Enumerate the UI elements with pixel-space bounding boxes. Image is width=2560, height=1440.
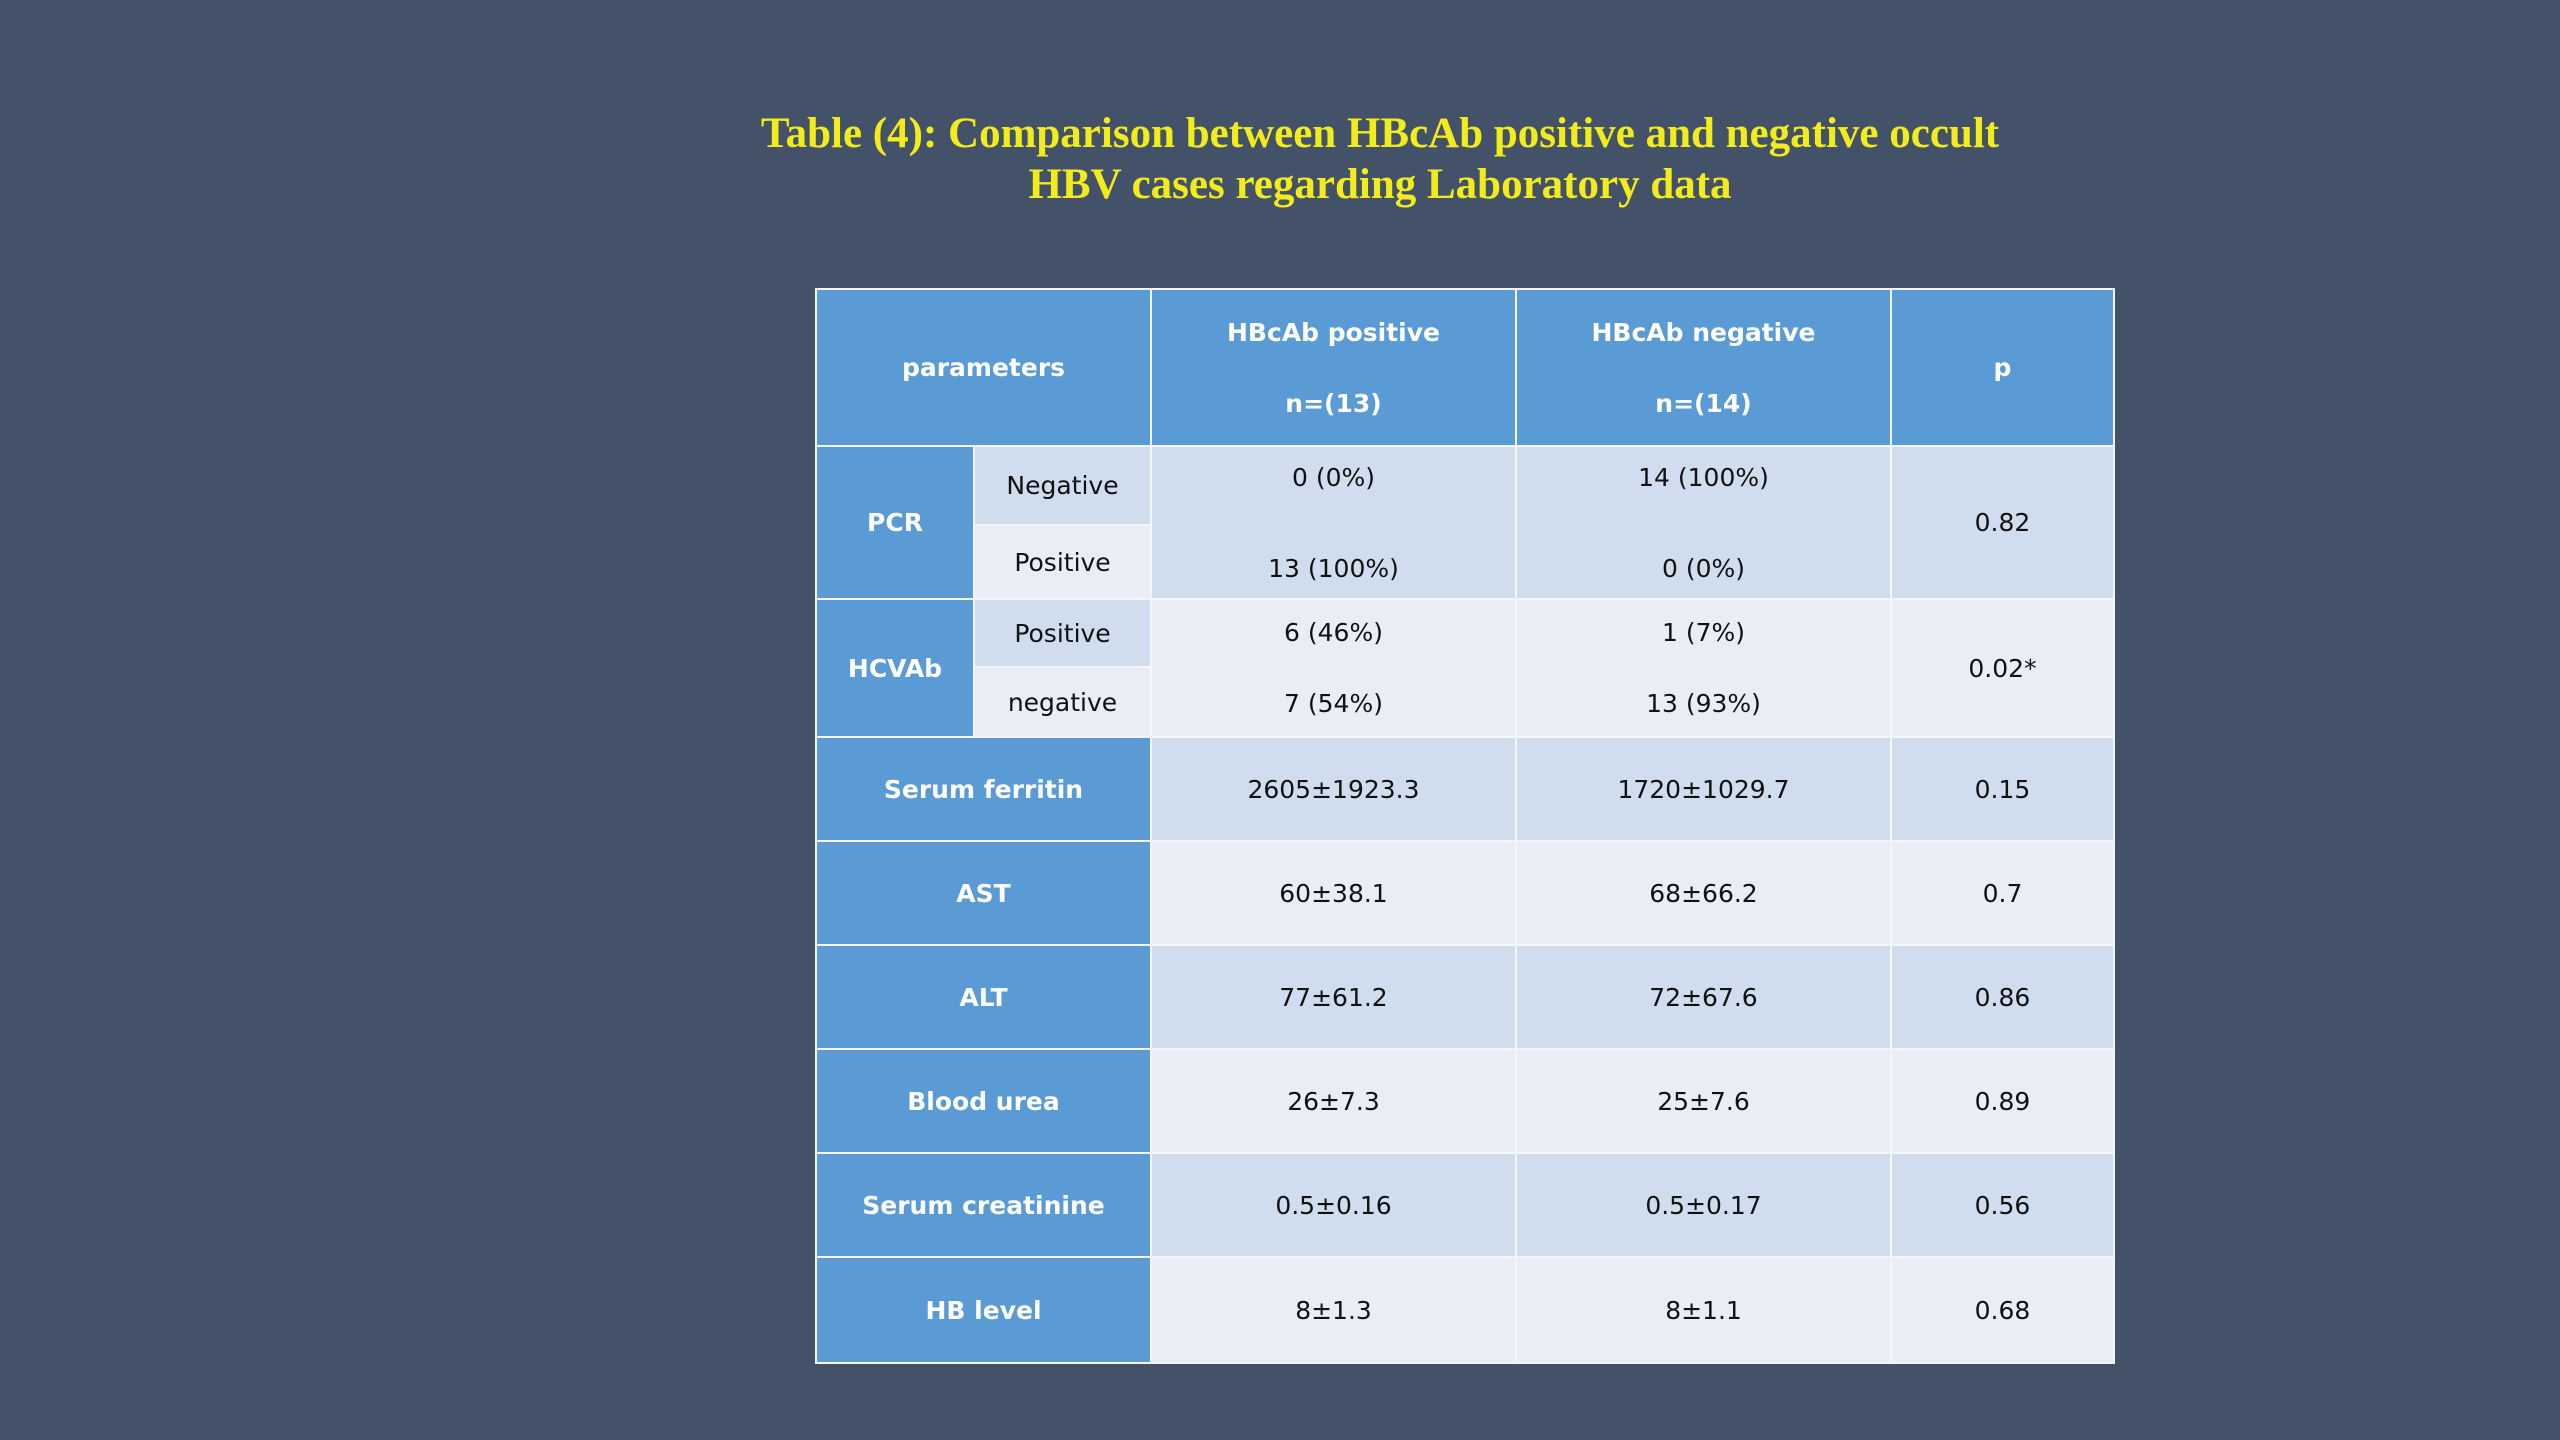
row-p-value: 0.7	[1890, 840, 2115, 946]
table-header-row: parameters HBcAb positive n=(13) HBcAb n…	[815, 288, 2115, 447]
pcr-neg-values: 14 (100%) 0 (0%)	[1515, 445, 1892, 600]
row-label: AST	[815, 840, 1152, 946]
slide-title: Table (4): Comparison between HBcAb posi…	[600, 108, 2160, 210]
table-row: Serum ferritin 2605±1923.3 1720±1029.7 0…	[815, 736, 2115, 842]
table-row: AST 60±38.1 68±66.2 0.7	[815, 840, 2115, 946]
hcvab-neg-2: 13 (93%)	[1646, 689, 1761, 718]
row-neg-value: 68±66.2	[1515, 840, 1892, 946]
row-label-hcvab: HCVAb	[815, 598, 975, 738]
table-row-pcr-2: Positive	[816, 524, 2114, 600]
table-row: HB level 8±1.3 8±1.1 0.68	[815, 1256, 2115, 1364]
table-row-hcvab-1: HCVAb Positive 6 (46%) 7 (54%) 1 (7%) 13…	[815, 598, 2115, 738]
pcr-sub-negative: Negative	[973, 445, 1152, 526]
row-label: HB level	[815, 1256, 1152, 1364]
hcvab-neg-values: 1 (7%) 13 (93%)	[1515, 598, 1892, 738]
row-pos-value: 26±7.3	[1150, 1048, 1517, 1154]
header-p: p	[1890, 288, 2115, 447]
pcr-pos-2: 13 (100%)	[1268, 553, 1399, 583]
row-neg-value: 25±7.6	[1515, 1048, 1892, 1154]
row-p-value: 0.68	[1890, 1256, 2115, 1364]
row-label: Serum ferritin	[815, 736, 1152, 842]
hcvab-pos-1: 6 (46%)	[1284, 618, 1383, 647]
pcr-pos-1: 0 (0%)	[1291, 462, 1376, 492]
table-row: Serum creatinine 0.5±0.16 0.5±0.17 0.56	[815, 1152, 2115, 1258]
pcr-sub-positive: Positive	[973, 524, 1152, 600]
header-pos-n: n=(13)	[1285, 388, 1382, 418]
title-line-2: HBV cases regarding Laboratory data	[1028, 161, 1732, 208]
row-neg-value: 1720±1029.7	[1515, 736, 1892, 842]
pcr-pos-values: 0 (0%) 13 (100%)	[1150, 445, 1517, 600]
pcr-neg-1: 14 (100%)	[1638, 462, 1769, 492]
hcvab-sub-negative: negative	[973, 666, 1152, 738]
hcvab-neg-1: 1 (7%)	[1661, 618, 1746, 647]
header-hbcab-positive: HBcAb positive n=(13)	[1150, 288, 1517, 447]
table-row: ALT 77±61.2 72±67.6 0.86	[815, 944, 2115, 1050]
row-neg-value: 72±67.6	[1515, 944, 1892, 1050]
row-neg-value: 0.5±0.17	[1515, 1152, 1892, 1258]
title-line-1: Table (4): Comparison between HBcAb posi…	[760, 110, 2000, 157]
row-label-pcr: PCR	[815, 445, 975, 600]
row-p-value: 0.56	[1890, 1152, 2115, 1258]
table-row: Blood urea 26±7.3 25±7.6 0.89	[815, 1048, 2115, 1154]
row-pos-value: 77±61.2	[1150, 944, 1517, 1050]
pcr-p: 0.82	[1890, 445, 2115, 600]
row-label: Blood urea	[815, 1048, 1152, 1154]
row-label: Serum creatinine	[815, 1152, 1152, 1258]
lab-data-table: parameters HBcAb positive n=(13) HBcAb n…	[815, 288, 2115, 1364]
row-neg-value: 8±1.1	[1515, 1256, 1892, 1364]
header-pos-label: HBcAb positive	[1226, 317, 1441, 347]
pcr-neg-2: 0 (0%)	[1661, 553, 1746, 583]
row-p-value: 0.15	[1890, 736, 2115, 842]
hcvab-pos-values: 6 (46%) 7 (54%)	[1150, 598, 1517, 738]
row-pos-value: 2605±1923.3	[1150, 736, 1517, 842]
row-p-value: 0.89	[1890, 1048, 2115, 1154]
row-pos-value: 60±38.1	[1150, 840, 1517, 946]
row-p-value: 0.86	[1890, 944, 2115, 1050]
header-neg-n: n=(14)	[1655, 388, 1752, 418]
row-pos-value: 0.5±0.16	[1150, 1152, 1517, 1258]
row-label: ALT	[815, 944, 1152, 1050]
header-parameters: parameters	[815, 288, 1152, 447]
hcvab-pos-2: 7 (54%)	[1284, 689, 1383, 718]
row-pos-value: 8±1.3	[1150, 1256, 1517, 1364]
table-row-pcr-1: PCR Negative 0 (0%) 13 (100%) 14 (100%) …	[815, 445, 2115, 600]
table-row-hcvab-2: negative	[816, 666, 2114, 738]
hcvab-p: 0.02*	[1890, 598, 2115, 738]
header-hbcab-negative: HBcAb negative n=(14)	[1515, 288, 1892, 447]
hcvab-sub-positive: Positive	[973, 598, 1152, 668]
header-neg-label: HBcAb negative	[1591, 317, 1816, 347]
